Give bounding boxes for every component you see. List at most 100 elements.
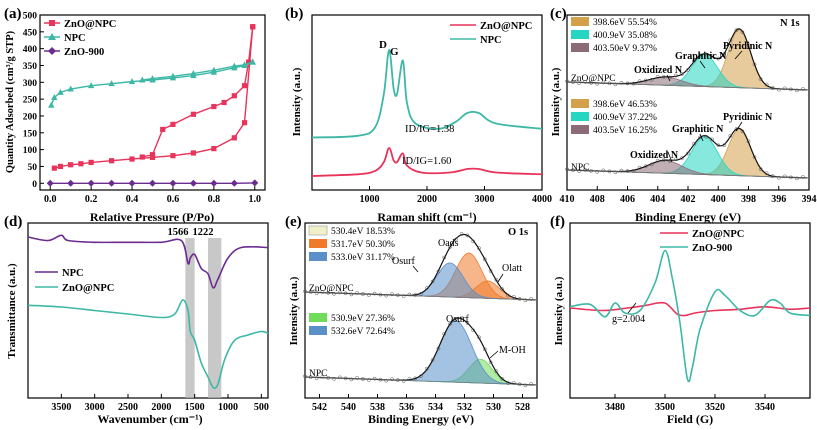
panel-e-ylabel: Intensity (a.u.) (288, 276, 300, 345)
c-bot-swatch-1 (571, 99, 589, 108)
c-x-tick-label: 402 (681, 194, 696, 205)
c-x-tick-label: 404 (650, 194, 665, 205)
a-zno900-point (210, 179, 218, 187)
a-npc-point (149, 75, 156, 82)
a-zno900-point (87, 179, 95, 187)
c-1-raw-point (565, 167, 569, 172)
panel-f-ticks: 3480 3500 3520 3540 (605, 394, 775, 413)
e-0-raw-point (442, 255, 447, 260)
panel-d-ylabel: Transmittance (a.u.) (6, 263, 18, 359)
c-0-raw-point (571, 80, 575, 85)
f-zno900-line (569, 249, 811, 383)
e-0-raw-point (384, 293, 389, 298)
c-0-raw-point (770, 86, 775, 90)
panel-d-ticks: 3500 3000 2500 2000 1500 1000 500 (51, 394, 269, 413)
panel-f: (f) Field (G) Intensity (a.u.) 3480 3500 3… (550, 214, 811, 426)
c-0-raw-point (801, 87, 805, 91)
a-zno900-point (108, 179, 116, 187)
c-bot-swatch-3 (571, 125, 589, 134)
e-x-tick-label: 528 (515, 402, 530, 413)
panel-a-legend-znonpc: ZnO@NPC (64, 19, 116, 30)
panel-b: (b) Raman shift (cm⁻¹) Intensity (a.u.) … (285, 6, 552, 224)
panel-f-ylabel: Intensity (a.u.) (553, 276, 565, 345)
a-znonpc-point (57, 163, 64, 170)
a-znonpc-point (250, 24, 256, 30)
panel-e-title: O 1s (508, 227, 528, 238)
c-1-raw-point (607, 169, 612, 174)
e-1-baseline (304, 376, 536, 386)
e-0-raw-point (366, 293, 371, 297)
c-sample-bottom: NPC (571, 163, 589, 173)
panel-a-series (46, 24, 259, 187)
c-0-raw-point (789, 87, 793, 92)
c-1-raw-point (795, 176, 799, 181)
a-npc-point (190, 70, 197, 77)
c-0-raw-point (674, 73, 678, 78)
d-x-tick-label: 500 (254, 402, 269, 413)
e-top-swatch-3 (309, 252, 327, 261)
c-0-raw-point (655, 74, 660, 79)
c-top-graphitic: Graphitic N (675, 51, 727, 62)
c-1-raw-point (801, 175, 805, 179)
c-1-raw-point (571, 168, 575, 173)
d-band-1 (208, 238, 222, 398)
c-1-raw-point (686, 151, 690, 156)
a-ytick-label: 0 (32, 180, 37, 190)
e-1-raw-point (361, 377, 365, 381)
c-x-tick-label: 396 (771, 194, 786, 205)
c-1-raw-point (752, 155, 757, 159)
e-moh: M-OH (499, 345, 526, 356)
a-xtick-label: 0.6 (167, 194, 180, 205)
a-zno900-point (128, 179, 136, 187)
panel-b-xlabel: Raman shift (cm⁻¹) (377, 210, 476, 224)
e-0-raw-point (465, 233, 470, 238)
e-oads: Oads (438, 238, 459, 249)
e-0-raw-point (343, 291, 348, 296)
e-1-raw-point (471, 328, 476, 333)
panel-a-frame (39, 14, 266, 191)
panel-c-label: (c) (550, 6, 567, 22)
e-0-baseline (304, 291, 536, 301)
a-ytick-label: 350 (23, 62, 38, 72)
c-0-raw-point (710, 53, 715, 58)
a-znonpc-point (231, 135, 237, 141)
c-1-raw-point (704, 134, 709, 139)
g-factor-pointer (627, 302, 637, 314)
a-ytick-label: 400 (23, 45, 38, 55)
a-npc-point (210, 66, 218, 73)
c-sample-top: ZnO@NPC (571, 74, 616, 84)
b-x-tick-label: 3000 (475, 194, 495, 205)
c-0-baseline (566, 81, 808, 91)
e-0-raw-point (395, 293, 400, 298)
e-0-raw-point (355, 291, 360, 295)
e-1-raw-point (401, 379, 406, 383)
e-1-raw-point (332, 376, 336, 381)
c-0-raw-point (734, 28, 739, 32)
e-0-raw-point (529, 297, 534, 301)
c-1-raw-point (619, 168, 624, 173)
e-0-raw-point (459, 232, 464, 236)
c-0-raw-point (740, 30, 745, 35)
d-x-tick-label: 1000 (218, 402, 238, 413)
a-znonpc-point (108, 158, 115, 164)
c-bot-oxidized: Oxidized N (630, 150, 679, 161)
e-1-raw-point (453, 317, 458, 322)
e-1-raw-point (436, 346, 441, 351)
panel-e-label: (e) (285, 214, 302, 230)
panel-d-legend-npc: NPC (62, 268, 84, 279)
a-npc-point (139, 76, 146, 83)
e-1-raw-point (407, 377, 412, 381)
e-x-tick-label: 534 (428, 402, 443, 413)
e-1-raw-point (326, 375, 331, 380)
a-zno900-point (189, 179, 197, 187)
c-0-raw-point (625, 81, 630, 86)
e-x-tick-label: 530 (486, 402, 501, 413)
c-1-raw-point (625, 169, 630, 173)
e-0-raw-point (430, 279, 435, 284)
e-1-raw-point (511, 381, 516, 385)
c-x-tick-label: 410 (560, 194, 575, 205)
c-top-swatch-3 (571, 43, 589, 52)
e-1-raw-point (390, 377, 394, 382)
a-zno900-point (251, 179, 259, 187)
panel-a-xlabel: Relative Pressure (P/Po) (90, 210, 214, 224)
